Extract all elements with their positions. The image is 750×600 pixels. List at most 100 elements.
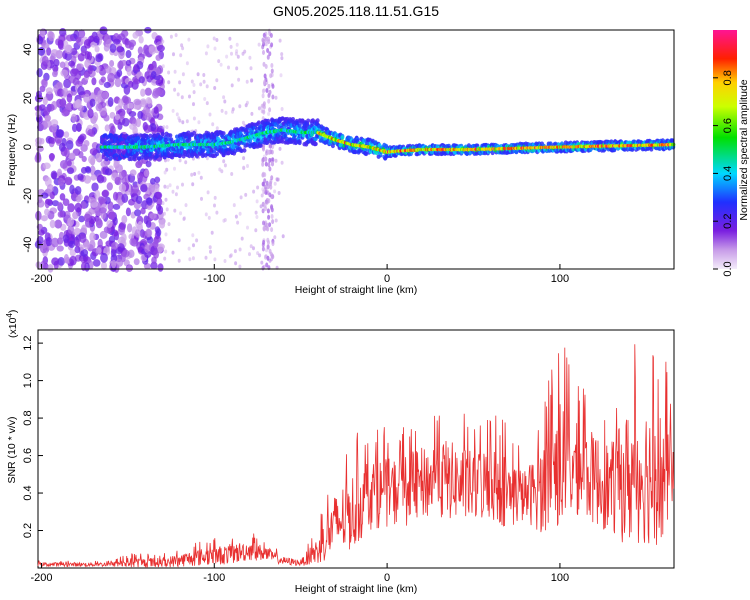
spectrogram-cell — [269, 180, 272, 186]
spectrogram-cell — [222, 159, 226, 164]
colorbar-tick-label: 0.2 — [722, 214, 734, 229]
spectrogram-cell — [262, 189, 266, 195]
spectrogram-cell — [261, 246, 265, 252]
spectrogram-cell — [176, 185, 179, 190]
spectrogram-cell — [169, 34, 173, 39]
spectrogram-cell — [268, 222, 272, 228]
spectrogram-cell — [117, 61, 124, 70]
spectrogram-cell — [268, 157, 272, 163]
spectrogram-cell — [184, 203, 188, 208]
spectrogram-cell — [181, 120, 185, 125]
spectrogram-cell — [281, 234, 285, 239]
spectrogram-cell — [263, 202, 267, 208]
spectrogram-cell — [85, 166, 92, 174]
spectrogram-cell — [176, 92, 180, 97]
spectrogram-cell — [134, 229, 141, 238]
spectrogram-cell — [51, 200, 60, 207]
spectrogram-cell — [211, 122, 215, 127]
spectrogram-cell — [77, 173, 84, 181]
spectrogram-cell — [161, 39, 165, 44]
spectrogram-cell — [145, 220, 152, 228]
spectrogram-cell — [205, 84, 209, 89]
spectrogram-cell — [262, 239, 266, 245]
spectrogram-cell — [215, 38, 219, 42]
spectrogram-cell — [98, 207, 107, 214]
spectrogram-cell — [269, 33, 273, 38]
snr-x-ticks: -200 -100 0 100 — [30, 563, 569, 584]
spectrogram-cell — [53, 58, 60, 67]
spectrogram-cell — [95, 54, 103, 63]
spectrogram-cell — [250, 78, 254, 83]
spectrogram-cell — [119, 111, 125, 119]
spectrogram-cell — [218, 167, 222, 172]
spectrogram-cell — [206, 44, 210, 49]
spectrogram-cell — [137, 172, 144, 182]
snr-series-line — [37, 344, 675, 569]
spectrogram-cell — [58, 231, 65, 240]
spectrogram-cell — [264, 38, 268, 44]
spectrogram-cell — [270, 227, 274, 233]
spectrogram-cell — [91, 77, 97, 86]
spectrogram-cell — [278, 38, 282, 43]
spectrogram-cell — [171, 108, 175, 113]
spectrogram-cell — [181, 72, 185, 77]
spectrogram-cell — [213, 203, 216, 208]
snr-y-ticks: 1.2 1.0 0.8 0.6 0.4 0.2 — [22, 335, 43, 538]
spectrogram-cell — [65, 139, 74, 150]
spectrogram-cell — [39, 28, 46, 38]
spectrogram-cell — [184, 160, 188, 165]
spectrogram-cell — [133, 258, 140, 266]
spectrogram-cell — [90, 174, 97, 181]
spectrogram-cell — [136, 136, 141, 141]
y-tick-label: 1.0 — [22, 373, 34, 388]
spectrogram-cell — [210, 230, 214, 235]
spectrogram-cell — [260, 260, 264, 265]
spectrogram-cell — [199, 82, 203, 87]
spectrogram-cell — [273, 181, 277, 186]
spectrogram-cell — [110, 254, 118, 263]
y-tick-label: 20 — [22, 92, 34, 104]
spectrogram-cell — [83, 213, 92, 223]
spectrogram-cell — [93, 94, 100, 102]
spectrogram-cell — [126, 102, 135, 109]
spectrogram-cell — [101, 91, 109, 100]
spectrogram-cell — [249, 66, 253, 71]
x-tick-label: 100 — [551, 572, 569, 584]
spectrogram-cell — [230, 172, 234, 176]
spectrogram-cell — [121, 193, 129, 204]
spectrogram-cell — [271, 94, 275, 100]
spectrogram-cell — [271, 144, 275, 150]
spectrogram-cell — [154, 226, 161, 234]
spectrogram-cell — [36, 68, 43, 78]
spectrogram-cell — [129, 169, 137, 177]
spectrogram-cell — [262, 61, 266, 67]
spectrogram-cell — [197, 120, 201, 125]
spectrogram-cell — [262, 39, 266, 44]
spectrogram-cell — [100, 160, 109, 168]
spectrogram-cell — [80, 166, 87, 174]
spectrogram-cell — [40, 215, 48, 222]
spectrogram-cell — [242, 156, 246, 161]
spectrogram-cell — [112, 191, 119, 201]
spectrogram-cell — [270, 68, 274, 74]
spectrogram-cell — [59, 159, 68, 169]
spectrogram-cell — [670, 138, 675, 143]
spectrogram-cell — [258, 253, 262, 258]
spectrogram-cell — [151, 256, 157, 264]
spectrogram-cell — [157, 263, 164, 272]
spectrogram-cell — [62, 87, 69, 97]
spectrogram-cell — [114, 176, 122, 186]
spectrogram-cell — [92, 259, 101, 267]
spectrogram-cell — [167, 80, 171, 85]
spectrogram-cell — [106, 220, 113, 228]
spectrogram-cell — [204, 51, 208, 56]
spectrogram-cell — [173, 208, 177, 213]
spectrogram-cell — [67, 224, 75, 234]
spectrogram-cell — [313, 141, 318, 147]
spectrogram-cell — [202, 73, 206, 77]
spectrogram-cell — [101, 190, 109, 198]
spectrogram-cell — [230, 51, 233, 56]
spectrogram-cell — [264, 187, 268, 193]
spectrogram-cell — [229, 44, 233, 49]
